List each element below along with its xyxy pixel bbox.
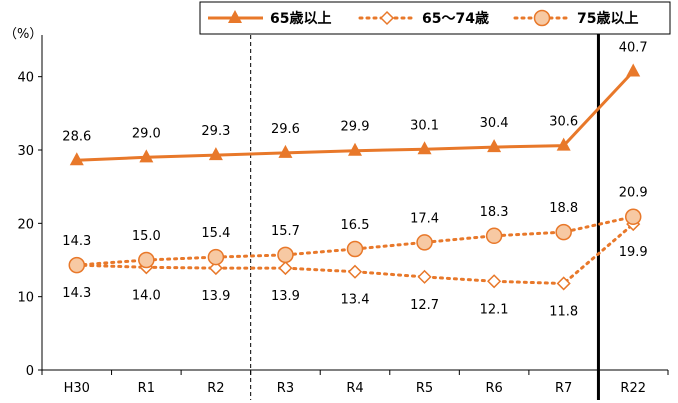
triangle-marker xyxy=(208,147,223,161)
circle-marker xyxy=(277,246,294,264)
data-label: 30.4 xyxy=(480,116,509,131)
data-label: 28.6 xyxy=(62,129,91,144)
data-label: 16.5 xyxy=(341,218,370,233)
circle-marker xyxy=(138,251,155,269)
triangle-marker xyxy=(348,142,362,156)
data-label: 17.4 xyxy=(410,211,439,226)
x-tick-label: R3 xyxy=(277,381,294,396)
data-label: 15.0 xyxy=(132,229,161,244)
y-tick-label: 30 xyxy=(17,144,34,159)
data-label: 30.1 xyxy=(410,118,439,133)
data-label: 18.8 xyxy=(549,201,578,216)
diamond-marker xyxy=(379,10,395,26)
data-label: 20.9 xyxy=(619,186,648,201)
series-layer xyxy=(68,63,642,291)
triangle-marker xyxy=(139,149,154,163)
diamond-marker xyxy=(278,261,293,276)
data-label: 15.4 xyxy=(201,226,230,241)
data-label: 14.3 xyxy=(62,234,91,249)
data-label: 19.9 xyxy=(619,245,648,260)
triangle-marker xyxy=(69,152,84,166)
data-label: 29.9 xyxy=(341,120,370,135)
circle-marker xyxy=(624,208,642,225)
legend-label-2: 75歳以上 xyxy=(577,10,638,27)
y-tick-label: 40 xyxy=(17,71,34,86)
series-line-1 xyxy=(75,222,635,286)
legend: 65歳以上 65～74歳 75歳以上 xyxy=(199,1,671,35)
data-label: 14.3 xyxy=(62,286,91,301)
x-tick-label: R2 xyxy=(207,381,224,396)
x-tick-label: R5 xyxy=(416,381,433,396)
circle-marker xyxy=(207,248,225,266)
data-label: 29.0 xyxy=(132,126,161,141)
data-label: 40.7 xyxy=(619,41,648,56)
x-tick-label: R4 xyxy=(346,381,363,396)
diamond-marker xyxy=(487,274,502,289)
circle-marker xyxy=(68,256,86,274)
circle-marker xyxy=(346,240,364,258)
triangle-marker xyxy=(228,10,242,23)
data-label: 14.0 xyxy=(132,288,161,303)
axes: 0 10 20 30 40 H30 R1 R2 R3 R4 R5 R6 R7 R22 xyxy=(17,35,669,396)
diamond-marker xyxy=(208,261,223,276)
circle-marker xyxy=(416,234,433,251)
dividers xyxy=(250,30,600,400)
diamond-marker xyxy=(556,276,571,291)
triangle-marker xyxy=(278,144,293,158)
y-unit-label: （%） xyxy=(4,27,42,42)
circle-marker xyxy=(533,9,551,27)
triangle-marker xyxy=(417,141,432,155)
data-label: 18.3 xyxy=(480,205,509,220)
x-tick-label: H30 xyxy=(64,381,90,396)
x-tick-label: R1 xyxy=(138,381,155,396)
data-label: 15.7 xyxy=(271,224,300,239)
legend-label-1: 65～74歳 xyxy=(422,10,489,27)
x-tick-label: R6 xyxy=(485,381,502,396)
circle-marker xyxy=(485,227,503,245)
data-label: 29.6 xyxy=(271,122,300,137)
data-label: 11.8 xyxy=(549,304,578,319)
diamond-marker xyxy=(417,269,432,284)
circle-marker xyxy=(555,223,572,241)
data-label: 13.4 xyxy=(341,293,370,308)
x-tick-label: R22 xyxy=(620,381,646,396)
data-label: 12.1 xyxy=(480,302,509,317)
data-label: 13.9 xyxy=(271,289,300,304)
triangle-marker xyxy=(626,63,641,77)
y-tick-label: 20 xyxy=(17,217,34,232)
legend-box xyxy=(199,1,671,35)
x-tick-label: R7 xyxy=(555,381,572,396)
triangle-marker xyxy=(556,137,571,151)
data-label: 29.3 xyxy=(201,124,230,139)
data-labels: 28.6 29.0 29.3 29.6 29.9 30.1 30.4 30.6 40.7 14.3… xyxy=(62,41,647,320)
data-label: 12.7 xyxy=(410,298,439,313)
y-tick-label: 0 xyxy=(26,364,34,379)
y-tick-label: 10 xyxy=(17,291,34,306)
triangle-marker xyxy=(487,139,502,153)
data-label: 30.6 xyxy=(549,115,578,130)
diamond-marker xyxy=(347,264,363,279)
data-label: 13.9 xyxy=(201,289,230,304)
legend-label-0: 65歳以上 xyxy=(270,10,331,27)
